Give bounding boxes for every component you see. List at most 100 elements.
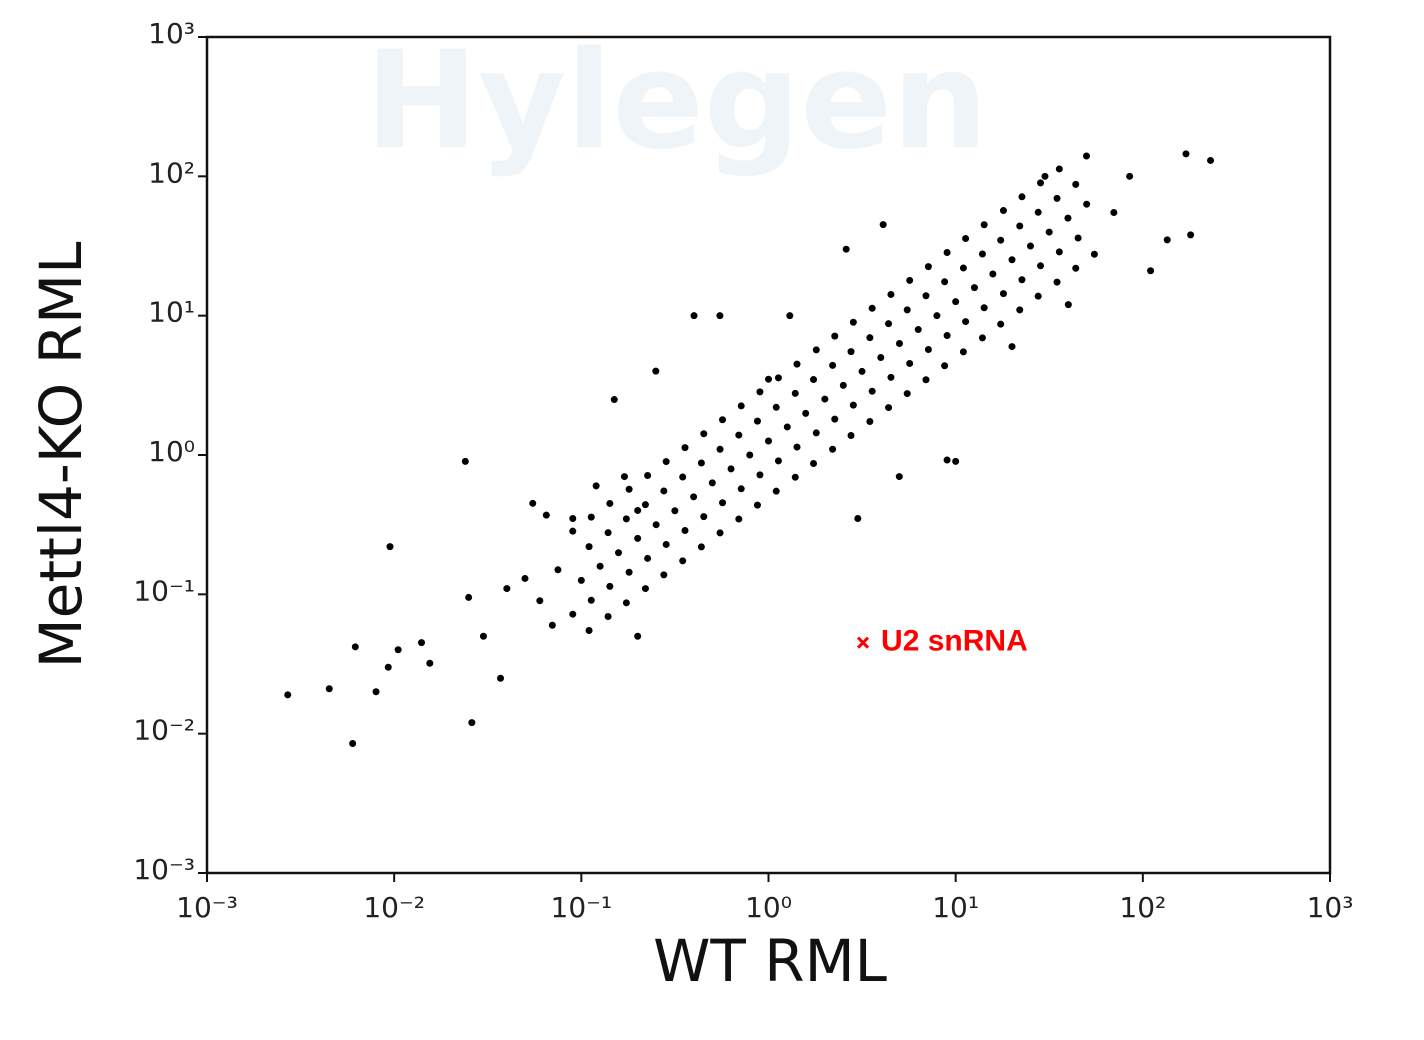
point	[952, 457, 960, 465]
point	[842, 245, 850, 253]
point	[604, 529, 612, 537]
point	[585, 627, 593, 635]
point	[943, 332, 951, 340]
point	[587, 596, 595, 604]
point	[497, 674, 505, 682]
point	[716, 312, 724, 320]
point	[641, 501, 649, 509]
point	[569, 610, 577, 618]
point	[577, 576, 585, 584]
point	[791, 473, 799, 481]
point	[548, 621, 556, 629]
point	[418, 639, 426, 647]
point	[465, 593, 473, 601]
point	[959, 348, 967, 356]
point	[1064, 214, 1072, 222]
point	[622, 515, 630, 523]
point	[753, 417, 761, 425]
point	[1008, 343, 1016, 351]
point	[1037, 179, 1045, 187]
point	[997, 236, 1005, 244]
annotation-label: U2 snRNA	[881, 625, 1028, 658]
point	[679, 473, 687, 481]
point	[690, 312, 698, 320]
point	[812, 429, 820, 437]
point	[812, 346, 820, 354]
point	[625, 485, 633, 493]
point	[521, 574, 529, 582]
point	[903, 306, 911, 314]
point	[1182, 150, 1190, 158]
point	[716, 445, 724, 453]
point	[887, 290, 895, 298]
point	[737, 485, 745, 493]
point	[765, 437, 772, 445]
point	[885, 404, 893, 412]
point	[959, 264, 967, 272]
x-tick-label: 10⁻¹	[551, 891, 613, 924]
point	[351, 643, 359, 651]
point	[849, 401, 857, 409]
point	[641, 585, 649, 593]
point	[906, 276, 914, 284]
point	[943, 249, 951, 257]
point	[719, 416, 727, 424]
point	[1187, 231, 1195, 239]
point	[999, 290, 1007, 298]
point	[660, 487, 668, 495]
point	[1034, 208, 1042, 216]
point	[978, 334, 986, 342]
point	[1037, 262, 1045, 270]
y-axis-label: Mettl4-KO RML	[27, 242, 95, 669]
point	[662, 458, 670, 466]
point	[681, 444, 689, 452]
point	[1126, 172, 1134, 180]
point	[810, 376, 818, 384]
point	[849, 318, 857, 326]
point	[772, 487, 780, 495]
point	[989, 270, 997, 278]
point	[700, 513, 708, 521]
point	[839, 381, 847, 389]
point	[1018, 193, 1026, 201]
point	[866, 334, 874, 342]
y-tick-label: 10⁻³	[133, 853, 195, 886]
point	[679, 557, 687, 565]
point	[877, 353, 885, 361]
point	[697, 543, 705, 551]
point	[697, 459, 705, 467]
y-tick-label: 10³	[148, 17, 195, 50]
point	[604, 613, 612, 621]
point	[569, 527, 577, 535]
point	[625, 568, 633, 576]
point	[978, 250, 986, 258]
point	[922, 292, 930, 300]
point	[386, 543, 394, 551]
point	[922, 376, 930, 384]
point	[700, 430, 708, 438]
point	[791, 389, 799, 397]
point	[610, 396, 618, 404]
point	[821, 395, 829, 403]
point	[585, 543, 593, 551]
point	[542, 511, 550, 519]
point	[461, 457, 469, 465]
y-tick-label: 10²	[148, 156, 195, 189]
point	[479, 632, 487, 640]
point	[854, 515, 862, 523]
point	[587, 513, 595, 521]
point	[962, 318, 970, 326]
point	[895, 473, 903, 481]
point	[1207, 156, 1215, 164]
point	[885, 320, 893, 328]
watermark: Hylegen	[365, 22, 988, 179]
point	[394, 646, 402, 654]
point	[786, 312, 794, 320]
point	[284, 691, 292, 699]
point	[349, 740, 357, 748]
point	[727, 465, 735, 473]
point	[503, 585, 511, 593]
point	[1083, 200, 1091, 208]
